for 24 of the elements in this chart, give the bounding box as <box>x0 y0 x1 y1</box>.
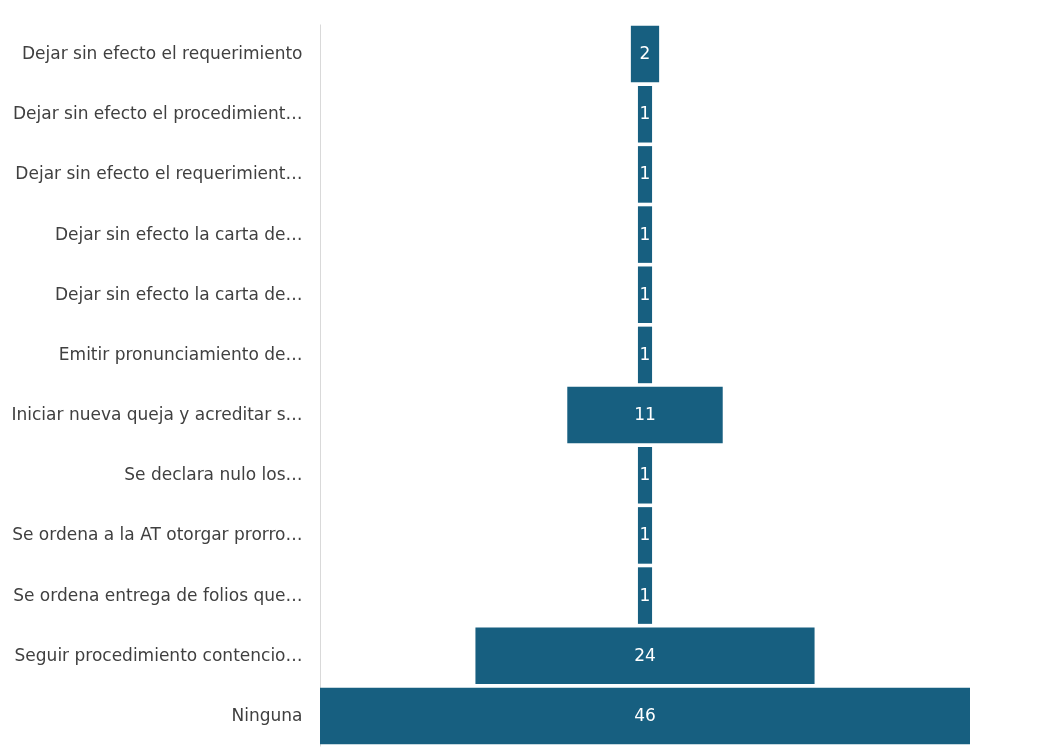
category-label: Dejar sin efecto la carta de… <box>54 283 303 304</box>
category-label: Ninguna <box>231 704 303 725</box>
data-label: 1 <box>639 464 651 485</box>
category-label: Emitir pronunciamiento de… <box>58 343 303 364</box>
data-label: 11 <box>634 404 656 425</box>
category-label: Dejar sin efecto el requerimient… <box>15 163 303 184</box>
category-label: Dejar sin efecto el procedimient… <box>13 103 303 124</box>
category-label: Iniciar nueva queja y acreditar s… <box>11 404 303 425</box>
category-label: Se ordena a la AT otorgar prorro… <box>12 524 303 545</box>
data-label: 2 <box>639 43 651 64</box>
category-label: Dejar sin efecto la carta de… <box>54 223 303 244</box>
category-label: Dejar sin efecto el requerimiento <box>21 43 303 64</box>
data-label: 1 <box>639 223 651 244</box>
data-label: 1 <box>639 343 651 364</box>
data-label: 1 <box>639 103 651 124</box>
data-label: 24 <box>634 644 656 665</box>
category-label: Se ordena entrega de folios que… <box>13 584 303 605</box>
category-label: Se declara nulo los… <box>124 464 303 485</box>
data-label: 1 <box>639 163 651 184</box>
data-label: 46 <box>634 704 656 725</box>
data-label: 1 <box>639 584 651 605</box>
data-label: 1 <box>639 524 651 545</box>
category-label: Seguir procedimiento contencio… <box>14 644 303 665</box>
data-label: 1 <box>639 283 651 304</box>
